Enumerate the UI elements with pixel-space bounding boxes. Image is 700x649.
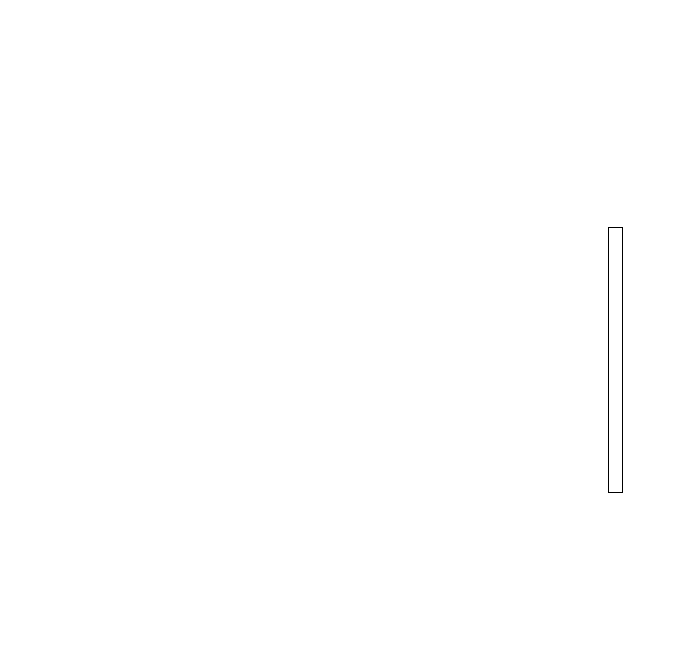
colorbar-gradient xyxy=(608,227,623,493)
colorbar xyxy=(602,205,697,505)
